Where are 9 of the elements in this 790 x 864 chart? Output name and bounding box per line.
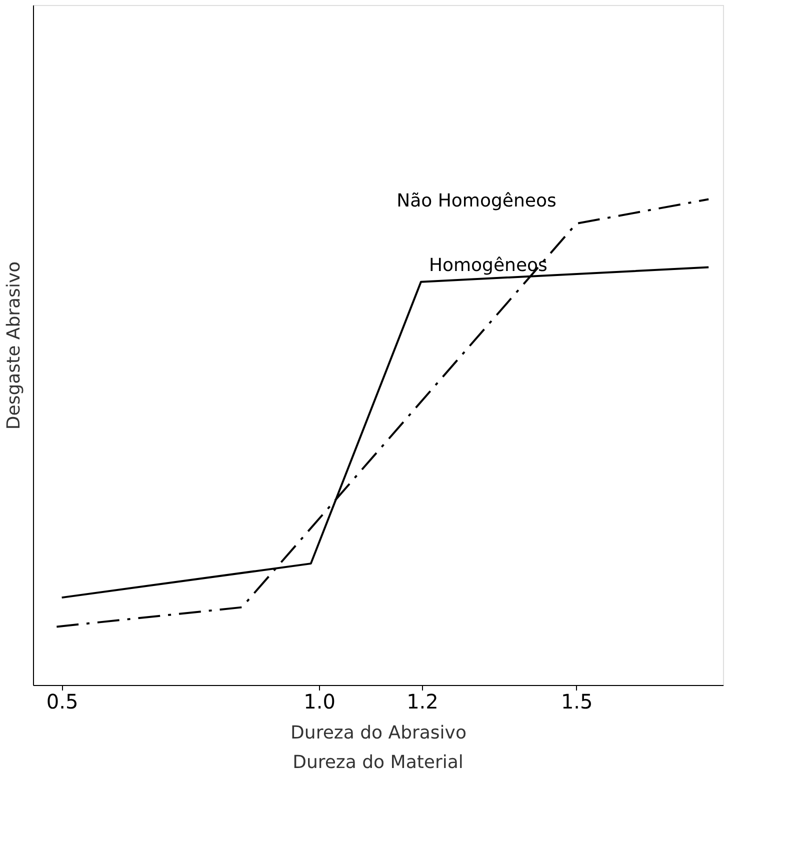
y-axis-title: Desgaste Abrasivo xyxy=(4,261,24,430)
x-tick-label: 0.5 xyxy=(46,690,78,714)
x-tick-label: 1.2 xyxy=(406,690,438,714)
x-tick-label: 1.5 xyxy=(560,690,593,714)
series-label: Homogêneos xyxy=(428,254,548,276)
x-axis-title: Dureza do Abrasivo xyxy=(290,722,466,744)
series-label: Não Homogêneos xyxy=(396,190,556,212)
x-tick-label: 1.0 xyxy=(304,690,336,714)
text: Dureza do Material xyxy=(292,752,464,773)
